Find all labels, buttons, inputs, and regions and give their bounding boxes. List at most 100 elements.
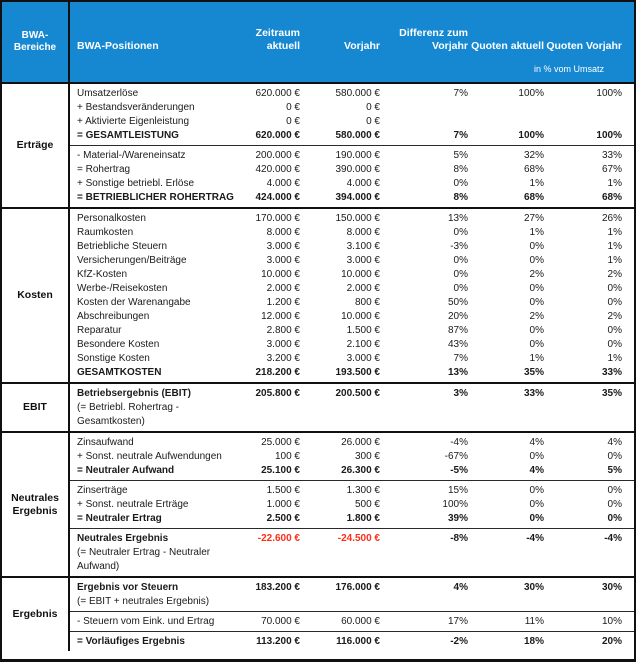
table-row: Neutrales Ergebnis -22.600 € -24.500 € -8% -… (70, 532, 634, 546)
cell-quote-vorjahr: 68% (601, 191, 622, 203)
row-label: + Sonst. neutrale Aufwendungen (77, 450, 222, 462)
cell-vorjahr: -24.500 € (337, 532, 380, 544)
table-row: Umsatzerlöse 620.000 € 580.000 € 7% 100% 100% (70, 87, 634, 101)
cell-zeitraum-aktuell: 12.000 € (261, 310, 300, 322)
table-row: Abschreibungen 12.000 € 10.000 € 20% 2% 2% (70, 310, 634, 324)
cell-vorjahr: 26.300 € (341, 464, 380, 476)
cell-vorjahr: 116.000 € (336, 635, 380, 647)
cell-quote-vorjahr: 0% (607, 282, 622, 294)
row-note: (= Betriebl. Rohertrag - (77, 401, 179, 413)
cell-quote-vorjahr: 0% (607, 484, 622, 496)
cell-quote-vorjahr: 0% (607, 512, 622, 524)
section-ergebnis: Ergebnis Ergebnis vor Steuern 183.200 € 176… (2, 578, 634, 651)
section-ebit: EBIT Betriebsergebnis (EBIT) 205.800 € 200.… (2, 384, 634, 433)
cell-zeitraum-aktuell: 183.200 € (255, 581, 301, 593)
cell-differenz-zum-vorjahr: 7% (453, 352, 468, 364)
table-row: = Neutraler Ertrag 2.500 € 1.800 € 39% 0% 0% (70, 512, 634, 526)
table-row: + Aktivierte Eigenleistung 0 € 0 € (70, 115, 634, 129)
row-label: + Sonst. neutrale Erträge (77, 498, 189, 510)
row-label: = Neutraler Aufwand (77, 464, 175, 476)
cell-quote-aktuell: 35% (523, 366, 544, 378)
cell-differenz-zum-vorjahr: 39% (447, 512, 468, 524)
cell-differenz-zum-vorjahr: 8% (453, 163, 468, 175)
cell-differenz-zum-vorjahr: 0% (453, 268, 468, 280)
cell-quote-vorjahr: 5% (607, 464, 622, 476)
section-label-ertraege: Erträge (2, 84, 70, 207)
row-label: Versicherungen/Beiträge (77, 254, 187, 266)
row-block: = Vorläufiges Ergebnis 113.200 € 116.000 €… (70, 632, 634, 651)
cell-differenz-zum-vorjahr (380, 115, 468, 129)
row-label: + Sonstige betriebl. Erlöse (77, 177, 195, 189)
cell-vorjahr: 190.000 € (335, 149, 381, 161)
cell-differenz-zum-vorjahr: -2% (450, 635, 468, 647)
table-row: Sonstige Kosten 3.200 € 3.000 € 7% 1% 1% (70, 352, 634, 366)
section-content-ergebnis: Ergebnis vor Steuern 183.200 € 176.000 € 4%… (70, 578, 634, 651)
cell-quote-aktuell: 30% (523, 581, 544, 593)
cell-differenz-zum-vorjahr: -3% (450, 240, 468, 252)
cell-differenz-zum-vorjahr: 0% (453, 226, 468, 238)
table-row: + Sonstige betriebl. Erlöse 4.000 € 4.000 … (70, 177, 634, 191)
cell-quote-aktuell: 11% (524, 615, 544, 627)
cell-quote-aktuell: 1% (529, 177, 544, 189)
row-label: Zinserträge (77, 484, 128, 496)
cell-differenz-zum-vorjahr: 13% (447, 212, 468, 224)
cell-quote-vorjahr (544, 115, 622, 129)
cell-zeitraum-aktuell: 205.800 € (255, 387, 301, 399)
row-label: KfZ-Kosten (77, 268, 128, 280)
row-label: Betriebliche Steuern (77, 240, 168, 252)
cell-differenz-zum-vorjahr: -5% (450, 464, 468, 476)
cell-differenz-zum-vorjahr: 50% (447, 296, 468, 308)
cell-vorjahr: 26.000 € (341, 436, 380, 448)
cell-differenz-zum-vorjahr: 5% (453, 149, 468, 161)
cell-quote-aktuell: 0% (529, 338, 544, 350)
row-block: Neutrales Ergebnis -22.600 € -24.500 € -8% -… (70, 529, 634, 576)
cell-quote-aktuell: 68% (523, 191, 544, 203)
section-ertraege: Erträge Umsatzerlöse 620.000 € 580.000 € 7% 1… (2, 84, 634, 209)
row-label: = BETRIEBLICHER ROHERTRAG (77, 191, 234, 203)
cell-quote-aktuell: 18% (523, 635, 544, 647)
cell-quote-vorjahr: 30% (601, 581, 622, 593)
cell-zeitraum-aktuell: 2.800 € (266, 324, 300, 336)
cell-quote-vorjahr: 1% (607, 352, 622, 364)
cell-zeitraum-aktuell: 70.000 € (261, 615, 300, 627)
cell-zeitraum-aktuell: 424.000 € (255, 191, 301, 203)
row-label: = GESAMTLEISTUNG (77, 129, 179, 141)
cell-differenz-zum-vorjahr (380, 101, 468, 115)
cell-quote-aktuell (468, 115, 544, 129)
row-label: Personalkosten (77, 212, 146, 224)
table-row: - Steuern vom Eink. und Ertrag 70.000 € 60… (70, 615, 634, 629)
cell-quote-aktuell: 2% (529, 310, 544, 322)
cell-quote-vorjahr: 1% (607, 177, 622, 189)
cell-quote-vorjahr (544, 101, 622, 115)
cell-vorjahr: 394.000 € (335, 191, 381, 203)
table-row: Werbe-/Reisekosten 2.000 € 2.000 € 0% 0% 0% (70, 282, 634, 296)
row-label: GESAMTKOSTEN (77, 366, 162, 378)
column-header-zeitraum-aktuell: Zeitraum aktuell (255, 27, 300, 52)
cell-quote-vorjahr: 1% (607, 240, 622, 252)
cell-quote-vorjahr: 35% (601, 387, 622, 399)
table-header-main: BWA-Positionen Zeitraum aktuell Vorjahr … (70, 2, 634, 82)
cell-differenz-zum-vorjahr: 15% (447, 484, 468, 496)
cell-quote-vorjahr: 26% (601, 212, 622, 224)
cell-quote-aktuell: 32% (523, 149, 544, 161)
cell-quote-aktuell: 100% (518, 129, 544, 141)
cell-differenz-zum-vorjahr: 4% (453, 581, 468, 593)
cell-quote-aktuell: 0% (529, 282, 544, 294)
row-label: Neutrales Ergebnis (77, 532, 169, 544)
section-label-ergebnis: Ergebnis (2, 578, 70, 651)
table-row: Personalkosten 170.000 € 150.000 € 13% 27% 26… (70, 212, 634, 226)
cell-quote-vorjahr: 0% (607, 450, 622, 462)
cell-zeitraum-aktuell: 4.000 € (266, 177, 300, 189)
column-header-differenz-zum-vorjahr: Differenz zum Vorjahr (399, 27, 468, 52)
column-header-quoten-vorjahr: Quoten Vorjahr (546, 40, 622, 52)
row-label: = Vorläufiges Ergebnis (77, 635, 185, 647)
table-row: (= Neutraler Ertrag - Neutraler (70, 546, 634, 560)
table-row: Ergebnis vor Steuern 183.200 € 176.000 € 4%… (70, 581, 634, 595)
cell-quote-vorjahr: 2% (607, 268, 622, 280)
cell-vorjahr: 0 € (366, 115, 380, 127)
table-row: + Sonst. neutrale Aufwendungen 100 € 300 €… (70, 450, 634, 464)
cell-differenz-zum-vorjahr: 13% (447, 366, 468, 378)
section-label-ebit: EBIT (2, 384, 70, 431)
table-row: = Neutraler Aufwand 25.100 € 26.300 € -5% 4%… (70, 464, 634, 478)
